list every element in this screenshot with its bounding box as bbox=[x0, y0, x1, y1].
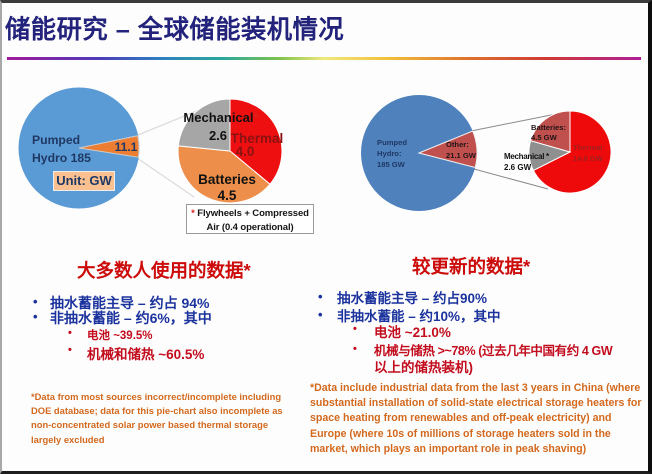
svg-text:4.5: 4.5 bbox=[218, 188, 237, 203]
svg-text:Pumped: Pumped bbox=[32, 133, 80, 147]
svg-text:Mechanical*: Mechanical* bbox=[183, 110, 259, 125]
svg-text:4.5 GW: 4.5 GW bbox=[531, 133, 558, 142]
svg-text:21.1 GW: 21.1 GW bbox=[446, 151, 477, 160]
svg-text:Batteries: Batteries bbox=[198, 172, 256, 187]
svg-text:Hydro:: Hydro: bbox=[377, 149, 401, 158]
svg-text:2.6 GW: 2.6 GW bbox=[504, 163, 532, 172]
svg-text:Mechanical *: Mechanical * bbox=[504, 152, 550, 161]
svg-text:Batteries:: Batteries: bbox=[531, 123, 566, 132]
svg-text:Hydro 185: Hydro 185 bbox=[32, 151, 91, 165]
svg-text:Thermal: Thermal bbox=[231, 131, 284, 146]
svg-text:2.6: 2.6 bbox=[209, 128, 227, 143]
svg-text:14.8 GW: 14.8 GW bbox=[573, 154, 604, 163]
svg-text:Other:: Other: bbox=[446, 140, 469, 149]
svg-text:11.1: 11.1 bbox=[115, 140, 138, 154]
svg-text:Pumped: Pumped bbox=[377, 138, 407, 147]
svg-text:4.0: 4.0 bbox=[236, 144, 255, 159]
svg-text:Thermal:: Thermal: bbox=[573, 143, 605, 152]
svg-text:185 GW: 185 GW bbox=[377, 160, 406, 169]
